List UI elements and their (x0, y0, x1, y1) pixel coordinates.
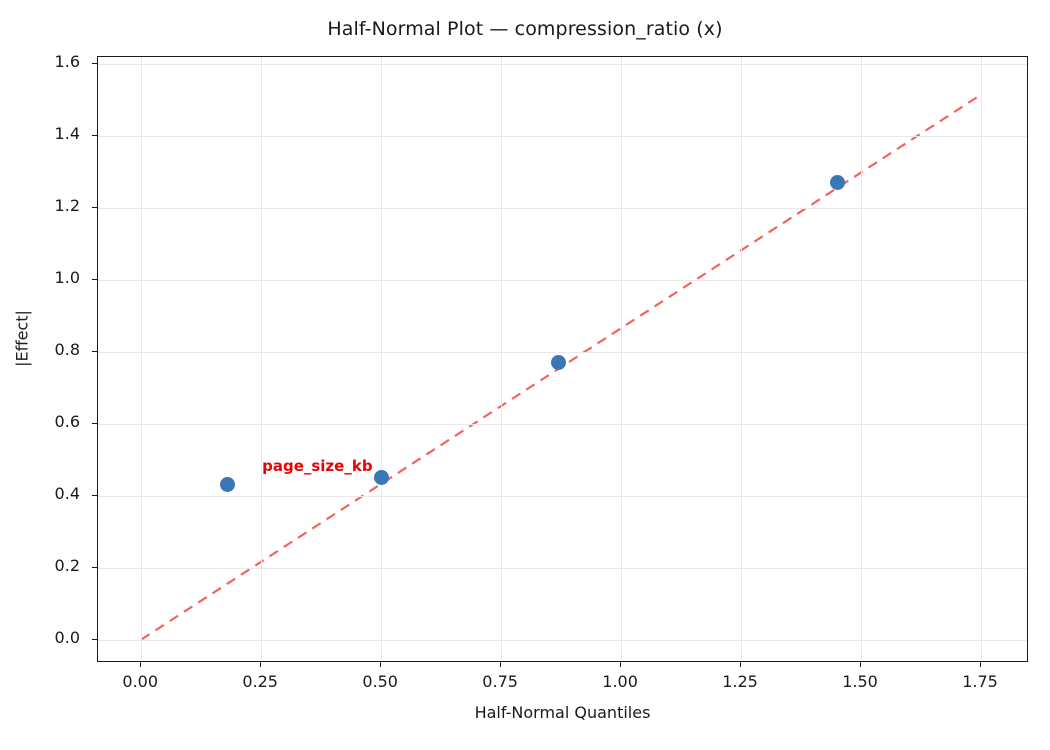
x-axis-tick-label: 1.25 (722, 672, 758, 691)
gridline-vertical (261, 57, 263, 661)
x-axis-tick-label: 0.50 (362, 672, 398, 691)
y-axis-tick-label: 0.8 (54, 339, 80, 359)
x-axis-tick (500, 662, 502, 667)
gridline-horizontal (98, 351, 1027, 353)
page-title: Half-Normal Plot — compression_ratio (x) (327, 18, 723, 40)
gridline-vertical (141, 57, 143, 661)
y-axis-tick (92, 422, 97, 424)
y-axis-tick (92, 63, 97, 65)
y-axis-tick (92, 566, 97, 568)
gridline-horizontal (98, 423, 1027, 425)
y-axis-tick-label: 0.2 (54, 555, 80, 575)
y-axis-tick-label: 0.6 (54, 411, 80, 431)
x-axis-tick (260, 662, 262, 667)
gridline-horizontal (98, 495, 1027, 497)
data-point[interactable] (551, 355, 567, 371)
y-axis-tick (92, 350, 97, 352)
y-axis-tick (92, 135, 97, 137)
x-axis-tick (980, 662, 981, 667)
x-axis-label: Half-Normal Quantiles (474, 703, 651, 722)
gridline-vertical (741, 57, 743, 661)
y-axis-tick (92, 278, 97, 280)
gridline-horizontal (98, 279, 1027, 281)
gridline-horizontal (98, 64, 1027, 66)
gridline-horizontal (98, 208, 1027, 210)
gridline-vertical (381, 57, 383, 661)
gridline-vertical (621, 57, 623, 661)
x-axis-tick-label: 0.00 (122, 672, 158, 691)
x-axis-tick (380, 662, 382, 667)
x-axis-tick (620, 662, 622, 667)
point-annotation-label: page_size_kb (262, 456, 373, 475)
y-axis-tick (92, 638, 97, 640)
y-axis-tick-label: 1.0 (54, 267, 80, 287)
y-axis-tick-label: 1.2 (54, 196, 80, 216)
data-point[interactable] (220, 477, 236, 493)
y-axis-tick (92, 207, 97, 209)
data-point[interactable] (373, 470, 389, 486)
x-axis-tick-label: 1.75 (962, 672, 998, 691)
plot-area (97, 56, 1028, 662)
x-axis-tick (740, 662, 742, 667)
data-point[interactable] (829, 175, 845, 191)
y-axis-tick-label: 0.0 (54, 627, 80, 647)
x-axis-tick-label: 0.75 (482, 672, 518, 691)
gridline-vertical (501, 57, 503, 661)
x-axis-tick-label: 1.50 (842, 672, 878, 691)
gridline-vertical (861, 57, 863, 661)
x-axis-tick (140, 662, 142, 667)
y-axis-tick-label: 1.4 (54, 124, 80, 144)
y-axis-tick-label: 0.4 (54, 483, 80, 503)
y-axis-tick-label: 1.6 (54, 52, 80, 72)
x-axis-tick-label: 1.00 (602, 672, 638, 691)
gridline-horizontal (98, 136, 1027, 138)
x-axis-tick (860, 662, 862, 667)
gridline-horizontal (98, 639, 1027, 641)
y-axis-tick (92, 494, 97, 496)
gridline-horizontal (98, 567, 1027, 569)
x-axis-tick-label: 0.25 (242, 672, 278, 691)
gridline-vertical (981, 57, 982, 661)
